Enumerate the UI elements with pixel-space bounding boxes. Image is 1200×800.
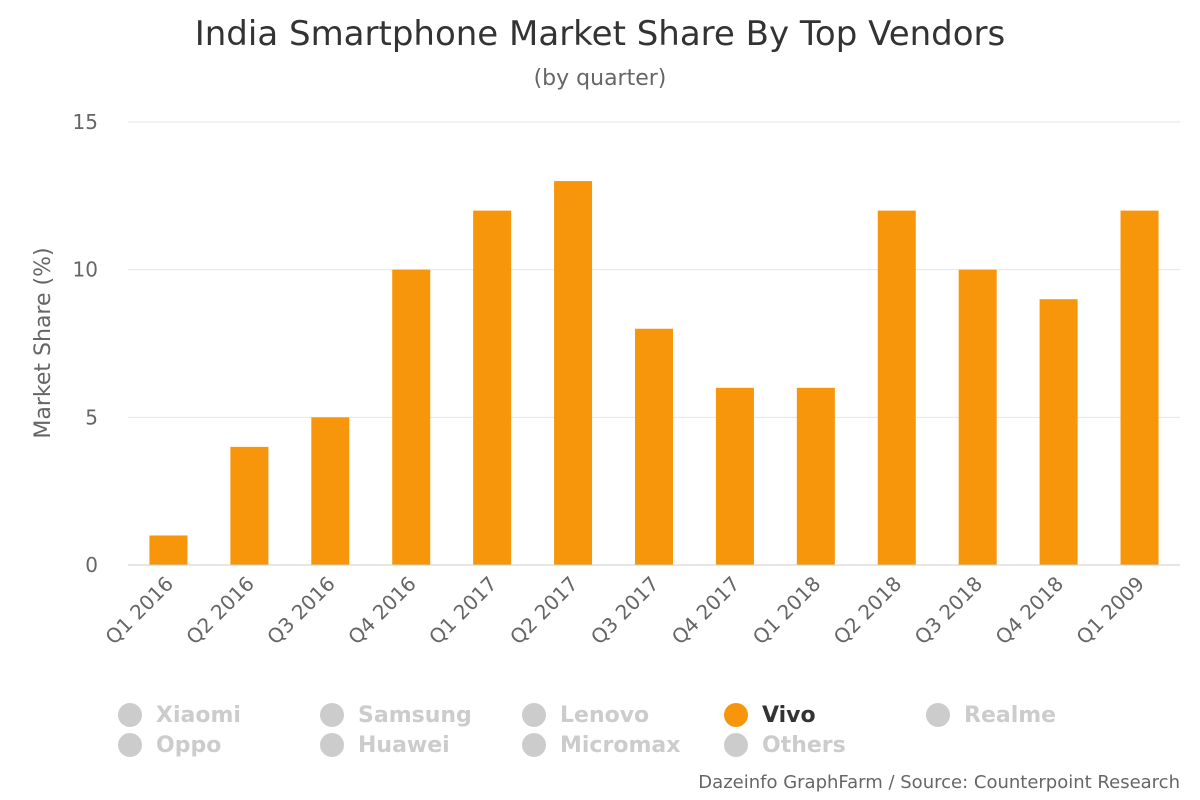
legend-marker-icon (320, 703, 344, 727)
y-tick-label: 5 (85, 405, 98, 429)
bar-q4-2016[interactable] (392, 269, 431, 565)
x-tick-label: Q3 2018 (910, 572, 988, 650)
legend-label: Lenovo (560, 702, 650, 728)
legend-marker-icon (724, 703, 748, 727)
legend-label: Realme (964, 702, 1057, 728)
bar-q1-2009[interactable] (1120, 210, 1159, 565)
y-axis-ticks: 0 5 10 15 (73, 110, 98, 577)
legend-item-micromax[interactable]: Micromax (522, 730, 680, 760)
legend-item-vivo[interactable]: Vivo (724, 700, 816, 730)
bar-q2-2016[interactable] (230, 446, 269, 565)
legend-label: Huawei (358, 732, 450, 758)
x-tick-label: Q1 2018 (748, 572, 826, 650)
legend-item-huawei[interactable]: Huawei (320, 730, 450, 760)
bar-q2-2017[interactable] (554, 181, 593, 566)
legend-marker-icon (320, 733, 344, 757)
bar-q1-2017[interactable] (473, 210, 512, 565)
legend-label: Xiaomi (156, 702, 241, 728)
bar-q1-2016[interactable] (149, 535, 188, 565)
legend-marker-icon (118, 733, 142, 757)
legend-label: Oppo (156, 732, 222, 758)
legend-label: Vivo (762, 702, 816, 728)
x-axis-ticks: Q1 2016 Q2 2016 Q3 2016 Q4 2016 Q1 2017 Q2 20… (100, 572, 1149, 650)
x-tick-label: Q2 2016 (181, 572, 259, 650)
legend-label: Others (762, 732, 846, 758)
legend-item-realme[interactable]: Realme (926, 700, 1056, 730)
x-tick-label: Q1 2016 (100, 572, 178, 650)
legend-item-oppo[interactable]: Oppo (118, 730, 221, 760)
bar-q4-2017[interactable] (715, 387, 754, 565)
legend-marker-icon (522, 703, 546, 727)
y-tick-label: 10 (73, 258, 98, 282)
legend-item-xiaomi[interactable]: Xiaomi (118, 700, 241, 730)
x-tick-label: Q4 2016 (343, 572, 421, 650)
chart-title: India Smartphone Market Share By Top Ven… (194, 14, 1006, 54)
legend-item-others[interactable]: Others (724, 730, 846, 760)
bar-q2-2018[interactable] (877, 210, 916, 565)
legend-marker-icon (724, 733, 748, 757)
legend-marker-icon (926, 703, 950, 727)
bar-q1-2018[interactable] (796, 387, 835, 565)
bar-q3-2016[interactable] (311, 417, 350, 565)
y-axis-title: Market Share (%) (31, 247, 56, 438)
bars (149, 181, 1159, 566)
chart-subtitle: (by quarter) (533, 66, 667, 91)
x-tick-label: Q4 2018 (991, 572, 1069, 650)
x-tick-label: Q2 2017 (505, 572, 583, 650)
legend-label: Samsung (358, 702, 472, 728)
legend-marker-icon (118, 703, 142, 727)
y-tick-label: 0 (85, 553, 98, 577)
bar-q4-2018[interactable] (1039, 299, 1078, 565)
credits[interactable]: Dazeinfo GraphFarm / Source: Counterpoin… (698, 772, 1180, 793)
legend-item-lenovo[interactable]: Lenovo (522, 700, 649, 730)
legend-label: Micromax (560, 732, 681, 758)
x-tick-label: Q3 2016 (262, 572, 340, 650)
legend-item-samsung[interactable]: Samsung (320, 700, 472, 730)
bar-q3-2017[interactable] (635, 328, 673, 565)
legend-marker-icon (522, 733, 546, 757)
x-tick-label: Q1 2009 (1071, 572, 1149, 650)
x-tick-label: Q1 2017 (424, 572, 502, 650)
y-tick-label: 15 (73, 110, 98, 134)
x-tick-label: Q3 2017 (586, 572, 664, 650)
x-tick-label: Q4 2017 (667, 572, 745, 650)
bar-q3-2018[interactable] (958, 269, 997, 565)
x-tick-label: Q2 2018 (829, 572, 907, 650)
